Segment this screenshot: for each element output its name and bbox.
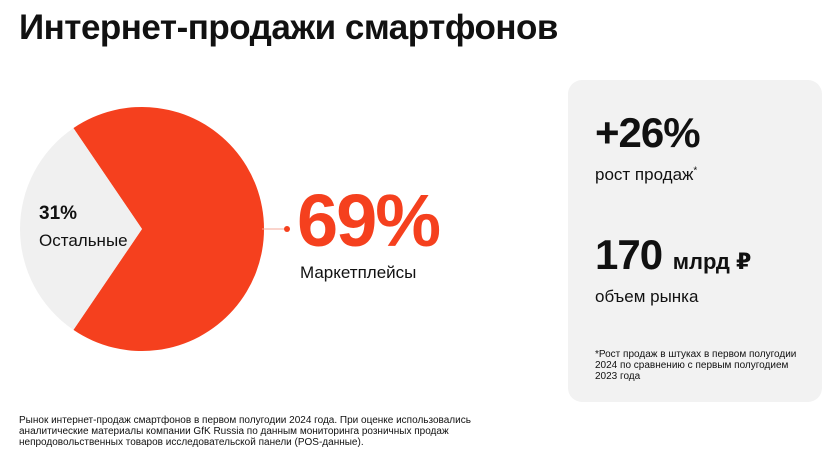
slice-label-others-value: 31% <box>39 203 78 224</box>
page-title: Интернет-продажи смартфонов <box>19 8 558 47</box>
market-value-number: 170 <box>595 231 663 278</box>
growth-label-text: рост продаж <box>595 165 694 184</box>
market-value: 170 млрд ₽ <box>595 234 751 276</box>
market-label: объем рынка <box>595 287 699 306</box>
growth-note: *Рост продаж в штуках в первом полугодии… <box>595 349 797 382</box>
pie-slice-marketplaces <box>73 106 265 351</box>
footnote: Рынок интернет-продаж смартфонов в перво… <box>19 415 471 448</box>
growth-footnote-marker: * <box>693 165 698 177</box>
slice-label-marketplaces-name: Маркетплейсы <box>300 263 417 282</box>
stats-panel: +26% рост продаж* 170 млрд ₽ объем рынка… <box>568 80 822 402</box>
pie-slices <box>20 106 265 351</box>
growth-label: рост продаж* <box>595 165 697 185</box>
market-value-unit: млрд ₽ <box>672 249 752 274</box>
pie-slice-others <box>20 128 142 330</box>
growth-value: +26% <box>595 109 701 156</box>
leader-dot <box>284 226 290 232</box>
slice-label-marketplaces-value: 69% <box>297 179 441 262</box>
slice-label-others-name: Остальные <box>39 231 128 250</box>
